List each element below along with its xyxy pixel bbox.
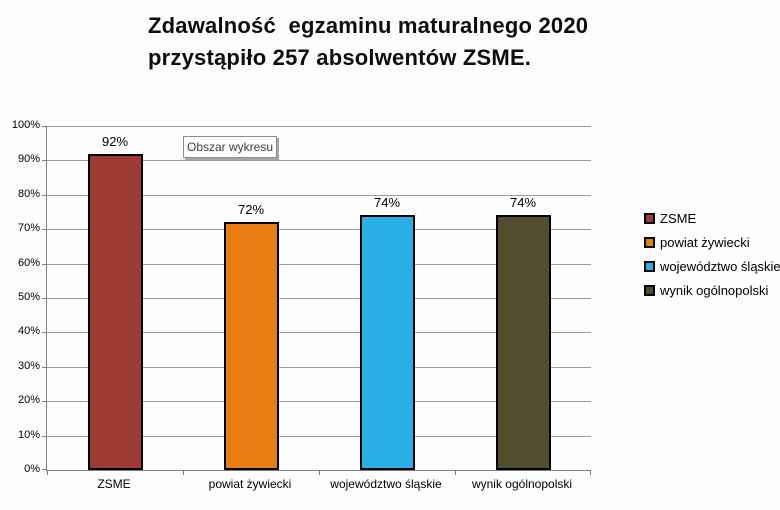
x-axis-tick xyxy=(47,470,48,475)
x-axis-category-label: ZSME xyxy=(97,477,131,491)
y-axis-label: 10% xyxy=(17,428,40,441)
legend-swatch-icon xyxy=(644,212,655,224)
legend-item-2[interactable]: województwo śląskie xyxy=(644,254,780,278)
x-axis-category-label: województwo śląskie xyxy=(330,477,442,491)
legend-item-label: województwo śląskie xyxy=(660,258,780,274)
legend: ZSME powiat żywiecki województwo śląskie wy… xyxy=(644,206,780,302)
bar-3[interactable] xyxy=(495,215,551,470)
gridline xyxy=(47,298,591,299)
legend-item-0[interactable]: ZSME xyxy=(644,206,780,230)
y-axis-label: 100% xyxy=(11,119,40,131)
y-axis-label: 90% xyxy=(17,153,40,166)
chart-area-tooltip: Obszar wykresu xyxy=(183,136,277,158)
legend-item-3[interactable]: wynik ogólnopolski xyxy=(644,278,780,302)
y-axis-tick xyxy=(42,366,47,368)
gridline xyxy=(47,263,591,265)
bar-value-label: 72% xyxy=(237,202,265,218)
x-axis-tick xyxy=(455,470,456,475)
gridline xyxy=(47,160,591,162)
x-axis-category-labels: ZSME powiat żywiecki województwo śląskie wy… xyxy=(46,477,590,491)
y-axis-label: 30% xyxy=(17,359,40,372)
y-axis-tick xyxy=(42,126,47,127)
y-axis-tick xyxy=(42,435,47,437)
x-axis-tick xyxy=(183,470,184,475)
legend-item-label: powiat żywiecki xyxy=(660,234,750,250)
chart-area-tooltip-label: Obszar wykresu xyxy=(186,140,274,154)
bar-2[interactable] xyxy=(359,215,415,470)
x-axis-category-label: wynik ogólnopolski xyxy=(471,477,573,491)
legend-item-1[interactable]: powiat żywiecki xyxy=(644,230,780,254)
y-axis-label: 40% xyxy=(17,325,40,338)
plot-area[interactable]: 92% 72% 74% 74% xyxy=(42,126,591,475)
legend-swatch-icon xyxy=(644,284,655,296)
bar-value-label: 92% xyxy=(101,133,129,149)
gridline xyxy=(47,194,591,196)
bar-0[interactable] xyxy=(87,153,143,470)
y-axis-label: 50% xyxy=(17,291,40,303)
gridline xyxy=(47,366,591,368)
y-axis-tick xyxy=(42,298,47,299)
y-axis-tick xyxy=(42,160,47,162)
x-axis-category-label: powiat żywiecki xyxy=(208,477,292,491)
gridline xyxy=(47,435,591,437)
legend-swatch-icon xyxy=(644,236,655,248)
gridline xyxy=(47,229,591,231)
y-axis-label: 70% xyxy=(17,222,40,235)
bar-value-label: 74% xyxy=(373,195,401,211)
gridline xyxy=(47,332,591,334)
x-axis-tick xyxy=(590,470,591,475)
x-axis-tick xyxy=(319,470,320,475)
chart-title: Zdawalność egzaminu maturalnego 2020 prz… xyxy=(148,10,588,74)
y-axis-tick xyxy=(42,194,47,196)
gridline xyxy=(47,126,591,127)
legend-swatch-icon xyxy=(644,260,655,272)
y-axis-label: 80% xyxy=(17,187,40,200)
y-axis-tick xyxy=(42,401,47,403)
y-axis-tick xyxy=(42,469,47,470)
y-axis-tick xyxy=(42,229,47,231)
y-axis-tick xyxy=(42,263,47,265)
legend-item-label: ZSME xyxy=(660,210,697,226)
chart-title-line2: przystąpiło 257 absolwentów ZSME. xyxy=(148,45,532,70)
chart-title-line1: Zdawalność egzaminu maturalnego 2020 xyxy=(148,13,589,38)
y-axis-label: 0% xyxy=(24,463,40,475)
y-axis-label: 20% xyxy=(17,394,40,407)
gridline xyxy=(47,401,591,403)
bar-1[interactable] xyxy=(223,222,279,470)
bar-value-label: 74% xyxy=(509,195,537,211)
legend-item-label: wynik ogólnopolski xyxy=(660,282,769,298)
y-axis-label: 60% xyxy=(17,256,40,269)
y-axis-tick xyxy=(42,332,47,334)
